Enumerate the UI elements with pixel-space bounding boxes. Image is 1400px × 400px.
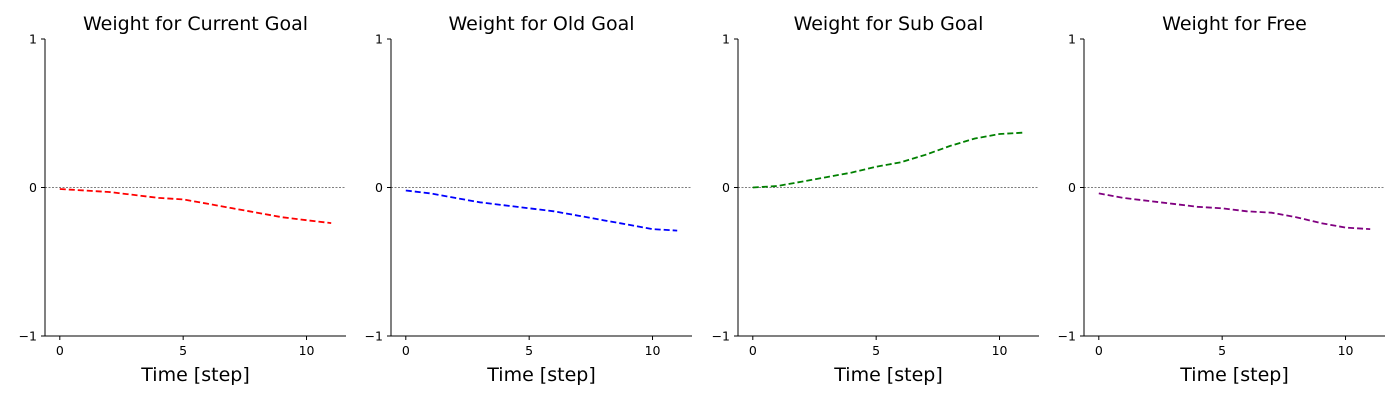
x-tick-label: 5: [1218, 343, 1226, 358]
y-tick-label: 1: [1068, 32, 1076, 47]
x-tick-label: 10: [645, 343, 661, 358]
x-tick-label: 5: [179, 343, 187, 358]
y-tick-label: 0: [375, 180, 383, 195]
y-tick-label: 1: [29, 32, 37, 47]
x-tick-label: 10: [299, 343, 315, 358]
y-tick-label: −1: [365, 329, 383, 344]
chart-title: Weight for Current Goal: [83, 13, 308, 35]
series-line: [1098, 192, 1371, 230]
y-tick-label: 0: [1068, 180, 1076, 195]
series-line: [59, 188, 332, 224]
y-tick-label: −1: [19, 329, 37, 344]
y-tick-label: 0: [722, 180, 730, 195]
series-line: [405, 189, 678, 232]
x-tick-label: 5: [525, 343, 533, 358]
x-tick-label: 10: [992, 343, 1008, 358]
y-tick-label: −1: [712, 329, 730, 344]
x-tick-label: 5: [872, 343, 880, 358]
y-tick-label: 1: [722, 32, 730, 47]
chart-title: Weight for Free: [1162, 13, 1307, 35]
chart-title: Weight for Old Goal: [448, 13, 634, 35]
y-tick-label: 0: [29, 180, 37, 195]
series-line: [752, 131, 1025, 189]
x-axis-label: Time [step]: [833, 364, 942, 386]
y-tick-label: 1: [375, 32, 383, 47]
x-tick-label: 0: [56, 343, 64, 358]
chart-title: Weight for Sub Goal: [794, 13, 984, 35]
x-axis-label: Time [step]: [1179, 364, 1288, 386]
x-tick-label: 0: [402, 343, 410, 358]
x-tick-label: 10: [1338, 343, 1354, 358]
x-tick-label: 0: [749, 343, 757, 358]
x-axis-label: Time [step]: [486, 364, 595, 386]
x-tick-label: 0: [1095, 343, 1103, 358]
y-tick-label: −1: [1058, 329, 1076, 344]
x-axis-label: Time [step]: [140, 364, 249, 386]
